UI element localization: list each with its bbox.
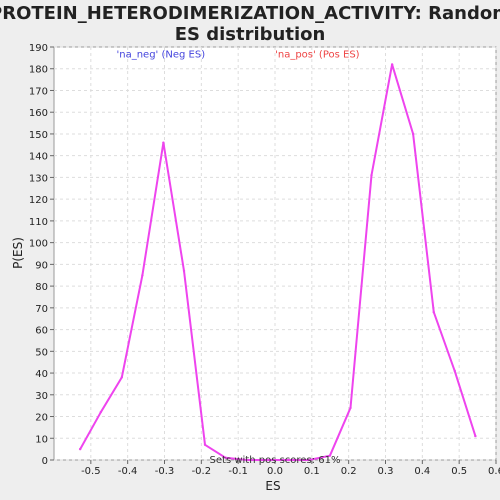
data-point: [99, 410, 102, 414]
data-point: [474, 434, 477, 438]
x-tick-label: -0.3: [155, 466, 175, 477]
y-tick-label: 140: [29, 152, 48, 163]
data-point: [141, 274, 144, 277]
data-point: [411, 132, 415, 136]
data-point: [453, 369, 456, 373]
axes: 0 10 20 30 40 50 60 70 80 90 100 110 120 130 140 150 160…: [29, 43, 500, 477]
chart-title-line-2: ES distribution: [175, 24, 326, 45]
data-point: [120, 376, 123, 379]
data-point: [370, 174, 373, 177]
y-axis-label: P(ES): [11, 237, 25, 269]
y-tick-label: 80: [35, 282, 48, 293]
x-tick-label: 0.2: [341, 466, 357, 477]
data-point: [266, 458, 269, 462]
y-tick-label: 130: [29, 173, 48, 184]
x-tick-label: -0.2: [192, 466, 212, 477]
y-tick-label: 160: [29, 108, 48, 119]
data-point: [287, 458, 290, 462]
x-tick-label: -0.5: [81, 466, 101, 477]
data-point: [182, 269, 186, 273]
y-tick-label: 120: [29, 195, 48, 206]
y-tick-label: 30: [35, 391, 48, 402]
data-point: [162, 141, 165, 144]
y-tick-label: 40: [35, 369, 48, 380]
annotation-label: 'na_neg' (Neg ES): [117, 50, 206, 61]
y-tick-label: 110: [29, 217, 48, 228]
series-line: [79, 63, 477, 461]
y-tick-label: 50: [35, 347, 48, 358]
grid: [54, 46, 497, 461]
y-tick-label: 180: [29, 65, 48, 76]
y-tick-label: 90: [35, 260, 48, 271]
data-point: [224, 456, 227, 460]
x-tick-label: 0.1: [304, 466, 320, 477]
y-tick-label: 0: [42, 456, 48, 467]
y-tick-label: 20: [35, 413, 48, 424]
y-tick-label: 10: [35, 434, 48, 445]
x-tick-label: 0.3: [378, 466, 394, 477]
y-tick-label: 190: [29, 43, 48, 54]
y-tick-label: 60: [35, 326, 48, 337]
annotations: 'na_neg' (Neg ES) 'na_pos' (Pos ES) Sets w…: [117, 50, 360, 466]
chart-title-line-1: PROTEIN_HETERODIMERIZATION_ACTIVITY: Ran…: [0, 3, 500, 24]
y-tick-label: 170: [29, 86, 48, 97]
data-point: [432, 310, 435, 314]
data-point: [307, 458, 311, 462]
x-tick-label: 0.6: [488, 466, 500, 477]
data-point: [245, 458, 248, 462]
data-point: [203, 443, 207, 446]
y-tick-label: 150: [29, 130, 48, 141]
annotation-label: 'na_pos' (Pos ES): [275, 50, 360, 61]
x-tick-label: -0.1: [228, 466, 248, 477]
x-tick-label: 0.4: [414, 466, 430, 477]
x-tick-label: 0.0: [267, 466, 283, 477]
y-tick-label: 70: [35, 304, 48, 315]
x-axis-label: ES: [265, 479, 280, 493]
data-point: [328, 454, 332, 457]
data-point: [390, 63, 394, 66]
x-tick-label: -0.4: [118, 466, 138, 477]
series-layer: [78, 63, 477, 462]
x-tick-label: 0.5: [451, 466, 467, 477]
annotation-label: Sets with pos scores: 61%: [210, 455, 341, 466]
y-tick-label: 100: [29, 239, 48, 250]
data-point: [78, 447, 82, 451]
data-point: [349, 406, 352, 410]
